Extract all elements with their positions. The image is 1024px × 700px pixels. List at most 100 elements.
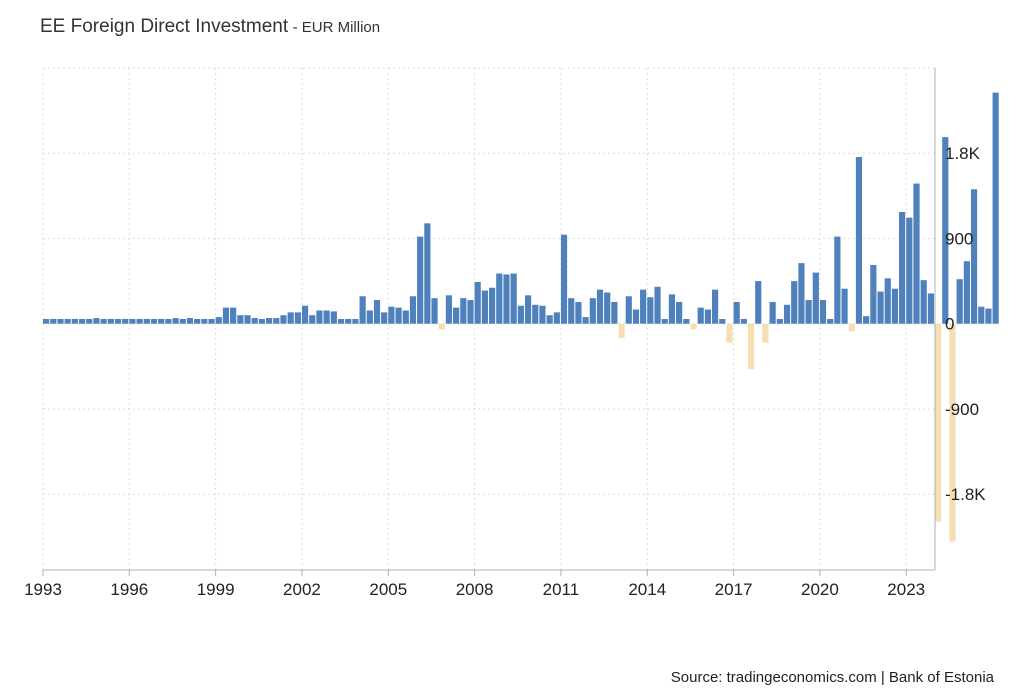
bar bbox=[445, 295, 453, 324]
bar bbox=[632, 309, 640, 324]
bar bbox=[920, 280, 927, 324]
bar bbox=[294, 312, 301, 324]
bar bbox=[409, 296, 417, 324]
bar bbox=[668, 294, 676, 324]
bar bbox=[237, 315, 244, 324]
bar bbox=[417, 236, 424, 324]
chart-title: EE Foreign Direct Investment bbox=[40, 16, 289, 37]
bar bbox=[611, 301, 618, 324]
bar bbox=[963, 261, 970, 324]
bar bbox=[309, 315, 316, 324]
bar bbox=[935, 323, 942, 522]
bar bbox=[582, 317, 589, 324]
bar bbox=[704, 309, 711, 324]
bar bbox=[719, 319, 726, 324]
chart-unit: - EUR Million bbox=[292, 19, 381, 36]
bar bbox=[676, 301, 683, 324]
bar bbox=[560, 234, 568, 324]
bar bbox=[467, 300, 474, 324]
bar bbox=[186, 318, 194, 324]
bar bbox=[402, 310, 409, 324]
y-tick-label: 900 bbox=[945, 229, 973, 248]
bar bbox=[230, 307, 237, 324]
bar bbox=[870, 265, 877, 324]
bar bbox=[359, 296, 366, 324]
bar bbox=[510, 273, 517, 324]
bar bbox=[539, 305, 546, 324]
bar bbox=[805, 300, 812, 324]
chart-title-block: EE Foreign Direct Investment - EUR Milli… bbox=[40, 16, 380, 38]
bar bbox=[553, 312, 560, 324]
bar bbox=[618, 323, 625, 338]
bar bbox=[64, 319, 71, 324]
bar bbox=[496, 273, 503, 324]
bar bbox=[57, 319, 64, 324]
bar bbox=[301, 305, 309, 324]
bar bbox=[71, 319, 78, 324]
bar bbox=[50, 319, 57, 324]
bar bbox=[424, 223, 431, 324]
bar bbox=[625, 296, 632, 324]
bar bbox=[589, 298, 596, 324]
bar bbox=[524, 295, 532, 324]
bar bbox=[489, 287, 496, 324]
bar bbox=[366, 310, 373, 324]
bar bbox=[337, 319, 345, 324]
bar bbox=[172, 318, 179, 324]
bar bbox=[86, 319, 93, 324]
y-tick-label: -1.8K bbox=[945, 485, 986, 504]
bar bbox=[258, 319, 265, 324]
x-tick-label: 2002 bbox=[283, 580, 321, 599]
bar bbox=[863, 316, 870, 324]
bar bbox=[474, 282, 481, 324]
bar bbox=[827, 319, 834, 324]
bar bbox=[287, 312, 294, 324]
y-tick-label: 0 bbox=[945, 315, 954, 334]
bar bbox=[798, 263, 805, 324]
bar bbox=[819, 300, 827, 324]
bar bbox=[726, 323, 733, 343]
bar bbox=[215, 317, 222, 324]
bar bbox=[158, 319, 165, 324]
bar bbox=[129, 319, 136, 324]
x-tick-label: 1999 bbox=[197, 580, 235, 599]
bar bbox=[927, 293, 934, 324]
bar bbox=[762, 323, 769, 343]
bar bbox=[179, 319, 186, 324]
bar bbox=[697, 307, 704, 324]
bar bbox=[575, 301, 582, 324]
bar bbox=[222, 307, 230, 324]
bar bbox=[323, 310, 330, 324]
bar bbox=[640, 289, 647, 324]
x-tick-label: 1996 bbox=[110, 580, 148, 599]
bar bbox=[431, 298, 438, 324]
bar bbox=[251, 318, 258, 324]
bar bbox=[517, 305, 524, 324]
bar bbox=[373, 300, 381, 324]
x-tick-label: 2005 bbox=[369, 580, 407, 599]
bar bbox=[100, 319, 107, 324]
bar bbox=[43, 319, 50, 324]
bar bbox=[783, 304, 791, 324]
bar bbox=[978, 306, 985, 324]
bar bbox=[747, 323, 755, 370]
bar bbox=[884, 278, 891, 324]
bar bbox=[78, 319, 86, 324]
bar bbox=[992, 92, 999, 324]
y-tick-label: -900 bbox=[945, 400, 979, 419]
bar bbox=[956, 279, 963, 324]
y-tick-label: 1.8K bbox=[945, 144, 981, 163]
bar bbox=[208, 319, 215, 324]
bar bbox=[352, 319, 359, 324]
bar bbox=[855, 157, 863, 324]
bar bbox=[453, 307, 460, 324]
bar bbox=[395, 307, 402, 324]
x-tick-label: 1993 bbox=[24, 580, 62, 599]
x-tick-label: 2011 bbox=[543, 580, 580, 599]
bar bbox=[107, 319, 114, 324]
bar bbox=[970, 189, 978, 324]
bar bbox=[330, 311, 337, 324]
bar bbox=[201, 319, 208, 324]
bar bbox=[906, 217, 913, 324]
